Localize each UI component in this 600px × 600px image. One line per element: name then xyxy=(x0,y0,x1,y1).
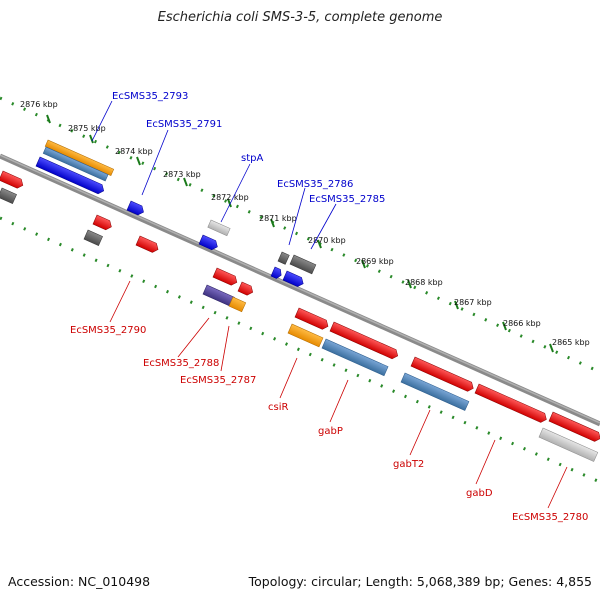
leader-gabP xyxy=(329,379,349,423)
kbp-ruler: 2876 kbp 2875 kbp 2874 kbp 2873 kbp 2872… xyxy=(20,100,590,353)
tick-2868 xyxy=(407,279,412,289)
kbp-label: 2871 kbp xyxy=(259,214,297,223)
kbp-label: 2865 kbp xyxy=(552,338,590,347)
kbp-label: 2876 kbp xyxy=(20,100,58,109)
label-gabP[interactable]: gabP xyxy=(318,426,343,437)
inner-tick-track xyxy=(0,216,600,484)
gene-feature-red[interactable] xyxy=(410,356,475,393)
label-EcSMS35_2793[interactable]: EcSMS35_2793 xyxy=(112,91,188,102)
forward-gene-labels: EcSMS35_2793 EcSMS35_2791 stpA EcSMS35_2… xyxy=(112,91,385,205)
tick-2866 xyxy=(502,321,507,331)
gene-feature-blue[interactable] xyxy=(198,234,220,251)
kbp-label: 2866 kbp xyxy=(503,319,541,328)
kbp-label: 2874 kbp xyxy=(115,147,153,156)
gene-feature-orange[interactable] xyxy=(228,296,247,313)
gene-feature-blue[interactable] xyxy=(270,266,283,280)
leader-EcSMS35_2788 xyxy=(177,317,210,358)
tick-2872 xyxy=(227,198,232,208)
label-gabT2[interactable]: gabT2 xyxy=(393,459,424,470)
leader-EcSMS35_2786 xyxy=(288,187,306,246)
kbp-label: 2868 kbp xyxy=(405,278,443,287)
kbp-label: 2867 kbp xyxy=(454,298,492,307)
gene-feature-gray[interactable] xyxy=(289,254,317,275)
genome-summary-text: Topology: circular; Length: 5,068,389 bp… xyxy=(248,574,592,589)
label-csiR[interactable]: csiR xyxy=(268,402,288,413)
tick-2870 xyxy=(317,239,322,249)
kbp-label: 2869 kbp xyxy=(356,257,394,266)
backbone-highlight xyxy=(0,154,600,424)
leader-EcSMS35_2791 xyxy=(141,129,169,196)
gene-feature-red[interactable] xyxy=(548,411,600,443)
gene-feature-red[interactable] xyxy=(0,170,25,190)
leader-EcSMS35_2793 xyxy=(91,100,113,142)
label-EcSMS35_2780[interactable]: EcSMS35_2780 xyxy=(512,512,588,523)
label-stpA[interactable]: stpA xyxy=(241,153,263,164)
gene-feature-red[interactable] xyxy=(92,214,114,231)
gene-feature-gray[interactable] xyxy=(83,229,103,246)
leader-csiR xyxy=(279,357,298,399)
leader-EcSMS35_2780 xyxy=(547,466,568,509)
leader-gabT2 xyxy=(409,409,431,456)
tick-2869 xyxy=(361,259,366,269)
leader-EcSMS35_2790 xyxy=(109,280,131,323)
leader-EcSMS35_2785 xyxy=(310,203,337,250)
gene-feature-gabD[interactable] xyxy=(474,383,548,424)
kbp-label: 2873 kbp xyxy=(163,170,201,179)
gene-feature-red[interactable] xyxy=(329,321,400,360)
label-gabD[interactable]: gabD xyxy=(466,488,493,499)
kbp-label: 2870 kbp xyxy=(308,236,346,245)
tick-2875 xyxy=(89,134,94,144)
map-title: Escherichia coli SMS-3-5, complete genom… xyxy=(157,10,443,25)
gene-feature-gray[interactable] xyxy=(0,187,17,204)
gene-feature-red[interactable] xyxy=(237,281,255,297)
label-EcSMS35_2790[interactable]: EcSMS35_2790 xyxy=(70,325,146,336)
tick-2874 xyxy=(136,156,141,166)
gene-feature-blue[interactable] xyxy=(126,200,146,217)
label-EcSMS35_2788[interactable]: EcSMS35_2788 xyxy=(143,358,219,369)
kbp-label: 2872 kbp xyxy=(211,193,249,202)
gene-feature-red[interactable] xyxy=(294,307,330,331)
gene-feature-red[interactable] xyxy=(135,235,160,254)
gene-feature-steelblue[interactable] xyxy=(42,146,109,182)
gene-feature-gabP[interactable] xyxy=(321,338,389,377)
gene-feature-purple[interactable] xyxy=(202,284,235,307)
tick-2873 xyxy=(183,177,188,187)
reverse-gene-labels: EcSMS35_2790 EcSMS35_2788 EcSMS35_2787 c… xyxy=(70,325,588,523)
gene-feature-EcSMS35_2780[interactable] xyxy=(538,427,599,462)
gene-feature-gray[interactable] xyxy=(277,251,290,265)
kbp-label: 2875 kbp xyxy=(68,124,106,133)
gene-feature-orange-csiR[interactable] xyxy=(287,323,324,348)
gene-feature-stpA[interactable] xyxy=(207,219,231,237)
gene-feature-blue[interactable] xyxy=(35,156,106,195)
gene-feature-gabT2[interactable] xyxy=(400,372,470,411)
label-EcSMS35_2785[interactable]: EcSMS35_2785 xyxy=(309,194,385,205)
leader-gabD xyxy=(475,439,496,485)
accession-text: Accession: NC_010498 xyxy=(8,574,151,589)
tick-2867 xyxy=(454,300,459,310)
tick-2876 xyxy=(46,114,51,124)
gene-features xyxy=(0,139,600,462)
leader-lines xyxy=(91,100,568,509)
tick-2865 xyxy=(549,343,554,353)
gene-feature-blue[interactable] xyxy=(282,270,305,288)
gene-feature-red[interactable] xyxy=(212,267,239,287)
label-EcSMS35_2786[interactable]: EcSMS35_2786 xyxy=(277,179,353,190)
leader-EcSMS35_2787 xyxy=(220,325,230,372)
leader-stpA xyxy=(220,163,251,223)
backbone-line xyxy=(0,153,600,427)
label-EcSMS35_2787[interactable]: EcSMS35_2787 xyxy=(180,375,256,386)
label-EcSMS35_2791[interactable]: EcSMS35_2791 xyxy=(146,119,222,130)
tick-2871 xyxy=(270,218,275,228)
